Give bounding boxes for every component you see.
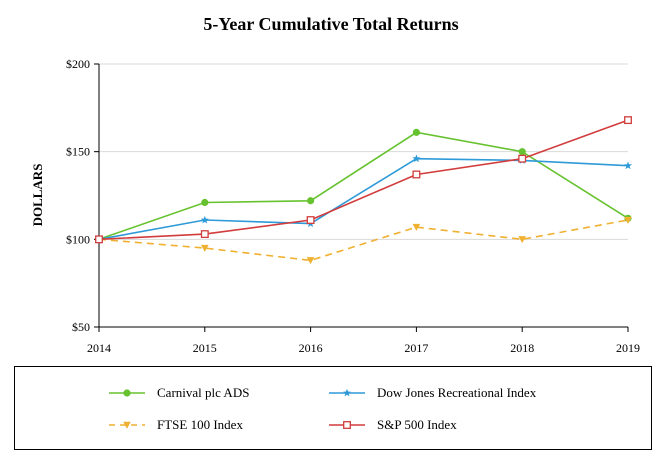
series-lines bbox=[95, 116, 632, 265]
y-tick-label: $150 bbox=[66, 145, 90, 159]
legend-label: S&P 500 Index bbox=[377, 417, 457, 432]
data-point bbox=[412, 223, 421, 231]
x-tick-label: 2019 bbox=[616, 341, 640, 355]
axes bbox=[94, 63, 629, 332]
tick-labels: $50 $100 $150 $200 2014 2015 2016 2017 2018 2019 bbox=[66, 57, 640, 355]
y-axis-label: DOLLARS bbox=[30, 164, 45, 227]
data-point bbox=[412, 154, 421, 163]
data-point bbox=[518, 236, 526, 244]
legend: Carnival plc ADS Dow Jones Recreational I… bbox=[14, 366, 652, 450]
x-tick-label: 2016 bbox=[299, 341, 323, 355]
data-point bbox=[624, 216, 632, 224]
data-point bbox=[200, 230, 209, 239]
series-dow-jones-recreational-index bbox=[95, 154, 632, 243]
series-line bbox=[98, 119, 629, 241]
data-point bbox=[201, 244, 209, 252]
x-tick-label: 2018 bbox=[510, 341, 534, 355]
series-s-p-500-index bbox=[95, 116, 632, 244]
series-line bbox=[98, 157, 629, 241]
grid-lines bbox=[99, 63, 628, 240]
data-point bbox=[306, 216, 315, 224]
data-point bbox=[412, 170, 421, 179]
data-point bbox=[518, 154, 527, 163]
legend-item: Carnival plc ADS bbox=[107, 383, 249, 403]
legend-item: FTSE 100 Index bbox=[107, 415, 243, 435]
y-tick-label: $50 bbox=[72, 320, 90, 334]
data-point bbox=[307, 197, 315, 205]
chart-title: 5-Year Cumulative Total Returns bbox=[203, 14, 459, 34]
legend-swatch bbox=[329, 421, 365, 429]
legend-item: Dow Jones Recreational Index bbox=[327, 383, 536, 403]
legend-swatch bbox=[109, 421, 145, 429]
series-line bbox=[98, 219, 629, 262]
data-point bbox=[518, 148, 526, 156]
data-point bbox=[624, 161, 632, 170]
data-point bbox=[123, 389, 131, 397]
legend-label: FTSE 100 Index bbox=[157, 417, 243, 432]
x-tick-label: 2015 bbox=[193, 341, 217, 355]
series-line bbox=[98, 131, 629, 241]
y-tick-label: $100 bbox=[66, 232, 90, 246]
data-point bbox=[123, 421, 131, 429]
data-point bbox=[201, 198, 209, 207]
series-ftse-100-index bbox=[95, 216, 632, 265]
legend-swatch bbox=[109, 389, 145, 397]
data-point bbox=[624, 116, 632, 125]
data-point bbox=[306, 257, 315, 265]
legend-label: Dow Jones Recreational Index bbox=[377, 385, 537, 400]
data-point bbox=[200, 215, 209, 224]
y-tick-label: $200 bbox=[66, 57, 90, 71]
data-point bbox=[412, 128, 420, 136]
x-tick-label: 2017 bbox=[404, 341, 428, 355]
x-tick-label: 2014 bbox=[87, 341, 111, 355]
data-point bbox=[343, 421, 351, 429]
legend-label: Carnival plc ADS bbox=[157, 385, 250, 400]
data-point bbox=[343, 388, 351, 397]
legend-item: S&P 500 Index bbox=[327, 415, 457, 435]
data-point bbox=[95, 235, 103, 244]
legend-swatch bbox=[329, 388, 365, 397]
